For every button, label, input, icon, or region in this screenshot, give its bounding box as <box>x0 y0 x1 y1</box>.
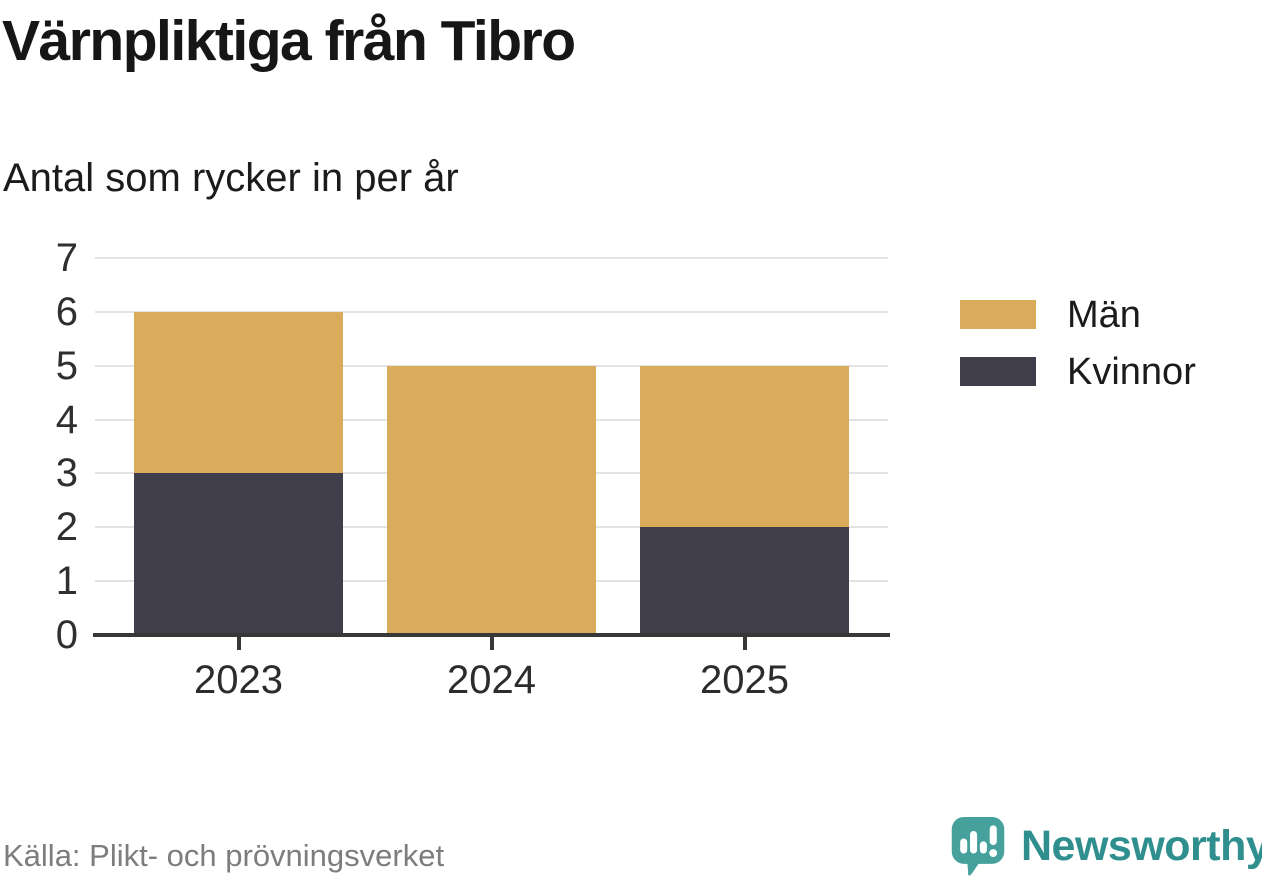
y-axis-tick-label: 6 <box>55 289 78 334</box>
gridline <box>95 310 888 313</box>
source-caption: Källa: Plikt- och prövningsverket <box>3 838 445 873</box>
y-axis-tick-label: 2 <box>55 505 78 550</box>
legend-swatch <box>960 300 1036 329</box>
x-axis-tick <box>236 637 241 650</box>
brand-footer: Newsworthy <box>948 815 1262 877</box>
bar-segment-män-2024 <box>387 365 596 635</box>
x-axis-line <box>93 633 890 637</box>
legend-item-män: Män <box>960 296 1196 334</box>
bar-segment-män-2023 <box>134 311 343 474</box>
legend: Män Kvinnor <box>960 296 1196 414</box>
chart-title: Värnpliktiga från Tibro <box>2 9 576 73</box>
legend-item-kvinnor: Kvinnor <box>960 353 1196 391</box>
legend-label: Män <box>1067 293 1141 336</box>
y-axis-tick-label: 1 <box>55 559 78 604</box>
bar-segment-kvinnor-2023 <box>134 473 343 635</box>
newsworthy-logo-icon <box>951 816 1005 876</box>
legend-swatch <box>960 357 1036 386</box>
y-axis-tick-label: 4 <box>55 397 78 442</box>
x-axis-tick-label: 2025 <box>700 658 789 702</box>
x-axis-tick <box>742 637 747 650</box>
bar-segment-kvinnor-2025 <box>640 527 849 635</box>
chart-subtitle: Antal som rycker in per år <box>3 156 459 200</box>
x-axis-tick <box>489 637 494 650</box>
y-axis-tick-label: 5 <box>55 343 78 388</box>
brand-name: Newsworthy <box>1021 821 1262 870</box>
bar-segment-män-2025 <box>640 365 849 528</box>
y-axis-tick-label: 3 <box>55 451 78 496</box>
gridline <box>95 257 888 259</box>
x-axis-tick-label: 2024 <box>447 658 536 702</box>
legend-label: Kvinnor <box>1067 350 1196 393</box>
y-axis-tick-label: 0 <box>55 613 78 657</box>
y-axis-tick-label: 7 <box>55 236 78 280</box>
x-axis-tick-label: 2023 <box>194 658 283 702</box>
